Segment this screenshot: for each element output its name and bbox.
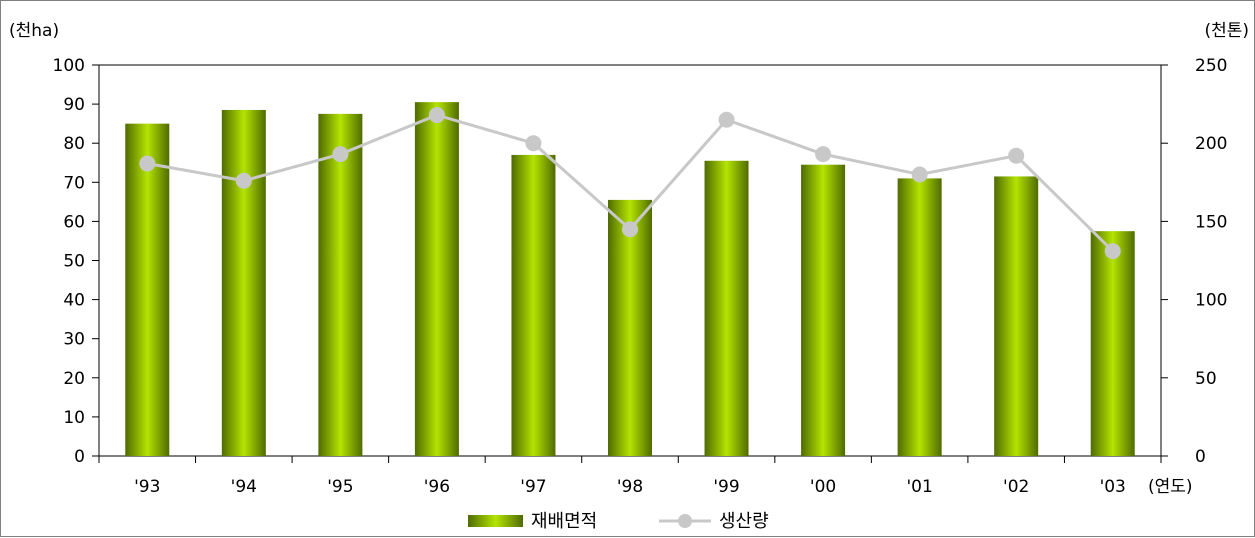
left-axis-tick-label: 80 [63, 134, 85, 154]
legend-swatch-bar [468, 515, 523, 527]
x-axis-tick-label: '93 [134, 477, 160, 497]
left-axis-tick-label: 0 [74, 447, 85, 467]
bar-재배면적 [414, 102, 459, 457]
bar-재배면적 [511, 154, 556, 456]
line-point-생산량 [718, 111, 735, 128]
left-axis-unit-label: (천ha) [9, 21, 59, 41]
x-axis-tick-label: '98 [617, 477, 643, 497]
line-point-생산량 [1008, 147, 1025, 164]
bar-재배면적 [221, 109, 266, 456]
line-point-생산량 [815, 146, 832, 163]
right-axis-tick-label: 100 [1195, 291, 1227, 311]
legend-label-bar: 재배면적 [531, 511, 597, 532]
right-axis-tick-label: 150 [1195, 212, 1227, 232]
bar-재배면적 [897, 178, 942, 456]
x-axis-tick-label: '99 [713, 477, 739, 497]
right-axis-tick-label: 0 [1195, 447, 1206, 467]
x-axis-tick-label: '03 [1100, 477, 1126, 497]
left-axis-tick-label: 100 [53, 56, 85, 76]
left-axis-tick-label: 20 [63, 369, 85, 389]
right-axis-tick-label: 250 [1195, 56, 1227, 76]
x-axis-tick-label: '01 [906, 477, 932, 497]
left-axis-tick-label: 10 [63, 408, 85, 428]
line-point-생산량 [332, 146, 349, 163]
x-axis-tick-label: '95 [327, 477, 353, 497]
left-axis-tick-label: 60 [63, 212, 85, 232]
legend-label-line: 생산량 [719, 511, 769, 532]
left-axis-tick-label: 70 [63, 173, 85, 193]
bar-재배면적 [608, 199, 652, 456]
right-axis-tick-label: 200 [1195, 134, 1227, 154]
legend-swatch-marker [678, 514, 692, 528]
line-point-생산량 [428, 107, 445, 124]
x-axis-tick-label: '96 [424, 477, 450, 497]
line-point-생산량 [622, 221, 638, 238]
line-point-생산량 [139, 155, 156, 172]
left-axis-tick-label: 40 [63, 291, 85, 311]
x-axis-unit-label: (연도) [1148, 477, 1193, 497]
left-axis-tick-label: 30 [63, 330, 85, 350]
bar-재배면적 [994, 176, 1039, 456]
bar-재배면적 [318, 113, 363, 456]
line-point-생산량 [911, 166, 928, 183]
bar-재배면적 [125, 123, 170, 457]
left-axis-tick-label: 50 [63, 252, 85, 272]
bar-재배면적 [1090, 231, 1135, 456]
x-axis-tick-label: '97 [520, 477, 546, 497]
left-axis-tick-label: 90 [63, 95, 85, 115]
right-axis-unit-label: (천톤) [1204, 21, 1249, 41]
x-axis-tick-label: '94 [231, 477, 257, 497]
line-point-생산량 [1104, 243, 1121, 260]
x-axis-tick-label: '00 [810, 477, 836, 497]
line-point-생산량 [235, 172, 252, 189]
right-axis-tick-label: 50 [1195, 369, 1217, 389]
bar-재배면적 [801, 164, 846, 456]
x-axis-tick-label: '02 [1003, 477, 1029, 497]
line-point-생산량 [525, 135, 542, 152]
bar-재배면적 [704, 160, 749, 457]
